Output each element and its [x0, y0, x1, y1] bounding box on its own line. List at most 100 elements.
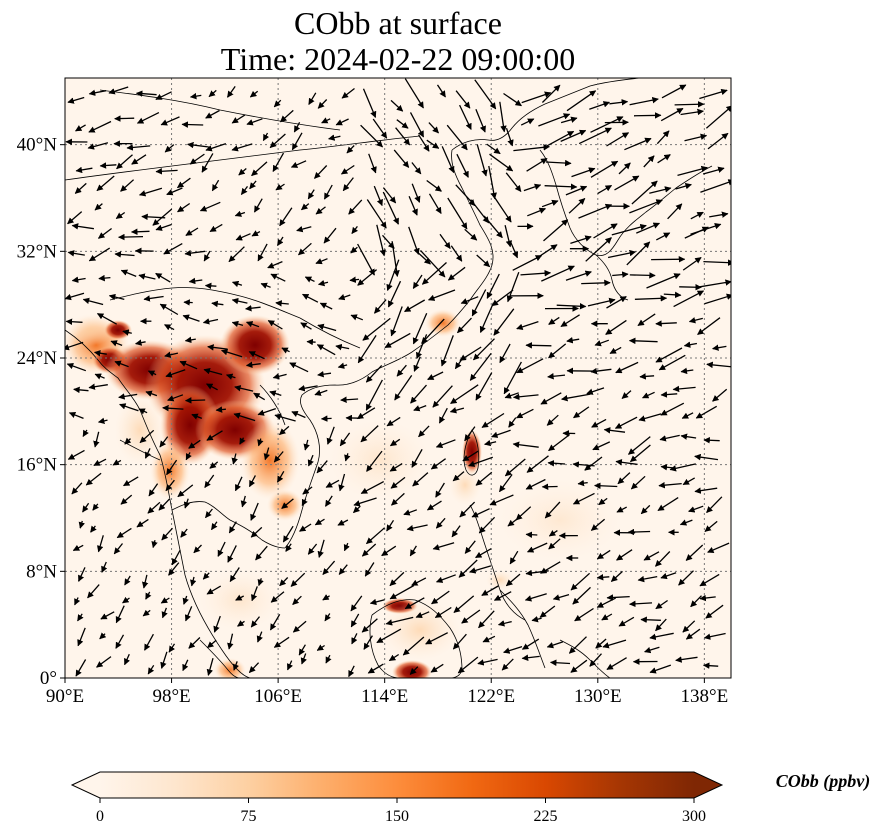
lon-tick-label: 114°E: [361, 686, 408, 707]
wind-arrow: [546, 641, 564, 649]
wind-arrow: [365, 379, 383, 411]
wind-arrow: [368, 153, 377, 174]
wind-arrow: [690, 223, 722, 235]
wind-arrow: [411, 183, 421, 203]
wind-arrow: [253, 392, 266, 401]
wind-arrow: [282, 525, 294, 543]
wind-arrow: [147, 370, 157, 377]
wind-arrow: [94, 203, 103, 211]
wind-arrow: [144, 633, 154, 651]
wind-arrow: [97, 535, 104, 553]
wind-arrow: [96, 175, 115, 192]
wind-arrow: [428, 193, 442, 214]
wind-arrow: [426, 139, 440, 149]
map-frame: [64, 77, 732, 679]
wind-arrow: [462, 450, 479, 462]
wind-arrow: [338, 294, 351, 301]
wind-arrow: [353, 497, 377, 507]
wind-arrow: [303, 439, 310, 451]
wind-arrow: [96, 313, 118, 325]
wind-arrow: [455, 184, 476, 207]
wind-arrow: [540, 392, 562, 405]
wind-arrow: [357, 243, 375, 276]
wind-arrow: [88, 383, 108, 390]
wind-arrow: [712, 344, 727, 351]
wind-arrow: [251, 586, 258, 602]
wind-arrow: [131, 154, 147, 165]
wind-arrow: [101, 561, 108, 573]
wind-arrow: [115, 605, 125, 624]
wind-arrow: [607, 249, 637, 259]
wind-arrow: [185, 227, 199, 236]
wind-arrow: [307, 543, 318, 555]
wind-arrow: [570, 572, 591, 591]
wind-arrow: [435, 517, 446, 529]
wind-arrow: [571, 167, 596, 178]
wind-arrow: [274, 413, 296, 422]
wind-arrow: [649, 186, 672, 194]
wind-arrow: [276, 470, 285, 483]
wind-arrow: [590, 367, 612, 375]
wind-arrow: [65, 341, 84, 351]
wind-arrow: [143, 295, 164, 302]
wind-arrow: [120, 269, 137, 278]
wind-arrow: [369, 598, 385, 606]
lon-tick-label: 90°E: [46, 686, 84, 707]
wind-arrow: [315, 258, 328, 265]
wind-arrow: [270, 591, 285, 603]
wind-arrow: [678, 570, 694, 586]
wind-arrow: [388, 653, 400, 662]
wind-arrow: [207, 639, 217, 649]
wind-arrow: [272, 152, 285, 172]
wind-arrow: [435, 574, 456, 583]
wind-arrow: [516, 408, 534, 419]
wind-arrow: [389, 438, 401, 447]
wind-arrow: [598, 497, 608, 506]
wind-arrow: [469, 565, 492, 574]
colorbar-label: CObb (ppbv): [776, 771, 870, 792]
wind-arrow: [337, 519, 349, 526]
wind-arrow: [180, 528, 188, 538]
wind-arrow: [302, 293, 319, 303]
wind-arrow: [682, 256, 702, 271]
wind-arrow: [185, 452, 192, 461]
wind-arrow: [269, 390, 282, 397]
wind-arrow: [434, 606, 452, 619]
wind-arrow: [256, 631, 263, 643]
wind-arrow: [411, 448, 423, 468]
wind-arrow: [389, 584, 415, 600]
wind-arrow: [441, 146, 455, 174]
wind-arrow: [246, 118, 263, 126]
wind-arrow: [227, 633, 234, 650]
wind-arrow: [541, 199, 559, 208]
wind-arrow: [269, 613, 281, 631]
wind-arrow: [88, 247, 111, 262]
wind-arrow: [545, 159, 572, 167]
wind-arrow: [505, 172, 522, 193]
wind-arrow: [585, 237, 612, 262]
wind-arrow: [706, 361, 731, 369]
wind-arrow: [171, 549, 181, 566]
wind-arrow: [469, 353, 492, 381]
wind-arrow: [291, 132, 303, 151]
wind-arrow: [636, 222, 660, 234]
wind-arrow: [447, 266, 466, 281]
wind-arrow: [408, 226, 420, 255]
wind-arrow: [614, 175, 640, 191]
wind-arrow: [657, 497, 679, 512]
wind-arrow: [450, 245, 463, 262]
colorbar-tick-label: 0: [96, 808, 104, 825]
wind-arrow: [504, 458, 526, 477]
wind-arrow: [323, 184, 333, 200]
wind-arrow: [516, 358, 544, 374]
wind-arrow: [66, 362, 87, 372]
wind-arrow: [228, 246, 245, 263]
wind-arrow: [314, 389, 328, 396]
wind-arrow: [590, 116, 624, 133]
lat-tick-label: 32°N: [17, 241, 58, 262]
wind-arrow: [184, 249, 206, 257]
wind-arrow: [531, 616, 542, 623]
wind-arrow: [521, 654, 540, 661]
wind-arrow: [539, 605, 556, 618]
wind-arrow: [248, 475, 256, 488]
